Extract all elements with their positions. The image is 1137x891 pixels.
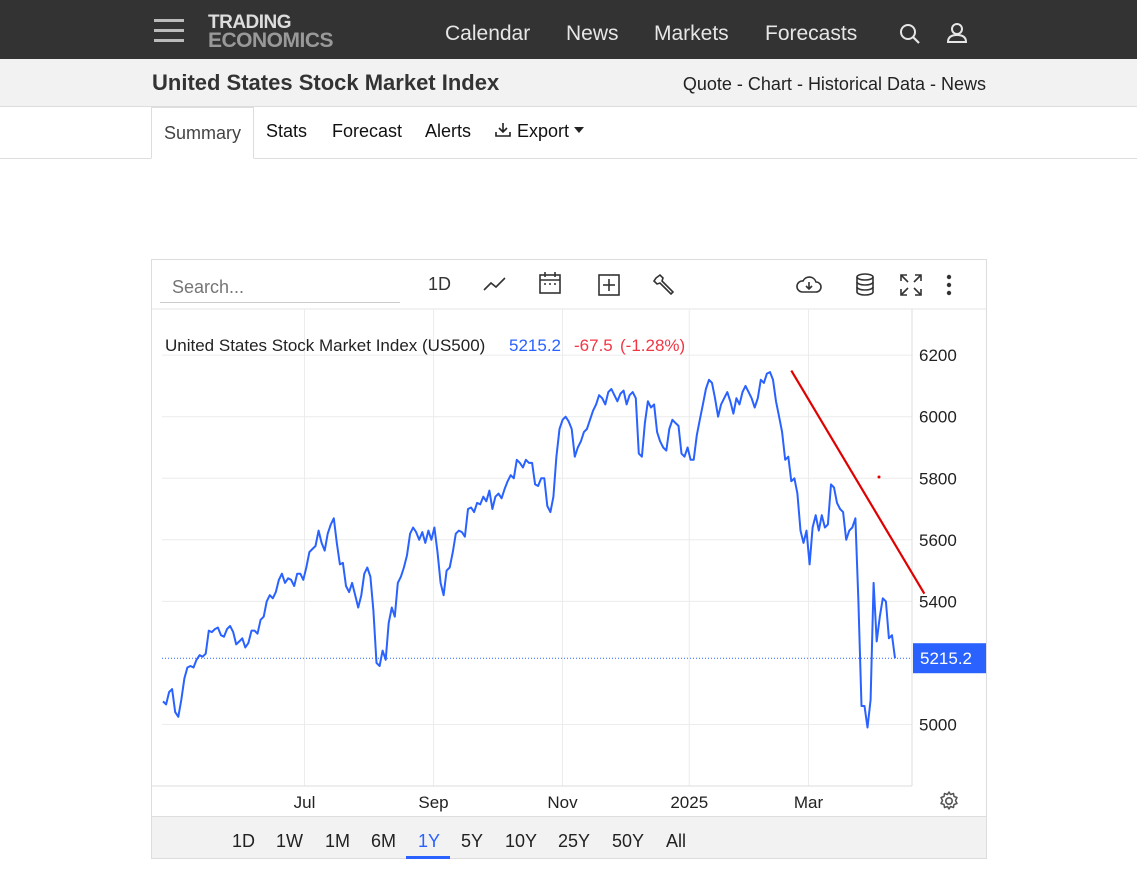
legend-change-pct: (-1.28%) [620, 336, 685, 355]
interval-button[interactable]: 1D [428, 274, 452, 294]
menu-icon[interactable] [154, 19, 184, 43]
logo-line2: ECONOMICS [208, 29, 334, 52]
symbol-search-input[interactable] [160, 273, 400, 303]
fullscreen-icon[interactable] [898, 272, 924, 298]
chart-grid [162, 309, 912, 786]
range-button-5y[interactable]: 5Y [461, 831, 484, 851]
quicklinks: Quote - Chart - Historical Data - News [682, 74, 986, 94]
user-icon[interactable] [945, 21, 969, 45]
x-tick-label: Nov [547, 793, 578, 812]
range-button-6m[interactable]: 6M [371, 831, 397, 851]
y-tick-label: 6000 [919, 408, 957, 427]
top-navbar: TRADING ECONOMICS Calendar News Markets … [0, 0, 1137, 59]
logo-line1: TRADING [208, 12, 292, 33]
nav-markets[interactable]: Markets [654, 22, 729, 45]
legend-series-name: United States Stock Market Index (US500) [165, 336, 485, 355]
chart-legend: United States Stock Market Index (US500)… [165, 336, 685, 355]
range-button-1y[interactable]: 1Y [418, 831, 441, 851]
x-axis-labels: Jul Sep Nov 2025 Mar [294, 793, 824, 812]
title-bar [0, 59, 1137, 107]
search-icon[interactable] [898, 22, 922, 46]
wrench-icon[interactable] [652, 272, 678, 298]
quicklink-historical-data[interactable]: Historical Data [807, 74, 925, 94]
series-line [162, 371, 896, 729]
x-tick-label: Sep [418, 793, 448, 812]
nav-news[interactable]: News [566, 22, 619, 45]
range-button-50y[interactable]: 50Y [612, 831, 645, 851]
tab-export-label: Export [517, 121, 570, 141]
tab-summary[interactable]: Summary [151, 107, 254, 159]
y-tick-label: 5800 [919, 469, 957, 488]
quicklink-chart[interactable]: Chart [747, 74, 792, 94]
x-tick-label: 2025 [670, 793, 708, 812]
logo[interactable]: TRADING ECONOMICS [208, 12, 334, 52]
range-selector: 1D 1W 1M 6M 1Y 5Y 10Y 25Y 50Y All [152, 816, 986, 859]
price-chart[interactable]: United States Stock Market Index (US500)… [152, 260, 986, 816]
tab-alerts[interactable]: Alerts [425, 121, 472, 141]
trendline-drawing[interactable] [790, 369, 926, 595]
settings-gear-icon[interactable] [940, 791, 958, 810]
range-button-1d[interactable]: 1D [232, 831, 256, 851]
tab-export[interactable]: Export [494, 121, 585, 142]
range-button-1m[interactable]: 1M [325, 831, 351, 851]
drawing-dot [877, 475, 881, 479]
tab-bar: Summary Stats Forecast Alerts Export [0, 107, 1137, 159]
cloud-download-icon[interactable] [794, 272, 824, 298]
x-tick-label: Jul [294, 793, 316, 812]
active-range-underline [406, 856, 450, 859]
legend-change: -67.5 [574, 336, 613, 355]
last-price-tag [913, 643, 986, 674]
chart-widget: 1D United States Stock M [151, 259, 987, 859]
x-tick-label: Mar [794, 793, 824, 812]
range-button-25y[interactable]: 25Y [558, 831, 591, 851]
y-axis-labels: 6200 6000 5800 5600 5400 5000 [919, 346, 957, 734]
range-button-10y[interactable]: 10Y [505, 831, 538, 851]
y-tick-label: 5000 [919, 715, 957, 734]
y-tick-label: 5400 [919, 592, 957, 611]
add-indicator-icon[interactable] [596, 272, 622, 298]
tab-forecast[interactable]: Forecast [332, 121, 403, 141]
database-icon[interactable] [854, 272, 876, 298]
quicklink-news[interactable]: News [940, 74, 986, 94]
quicklink-quote[interactable]: Quote [682, 74, 732, 94]
nav-calendar[interactable]: Calendar [445, 22, 531, 45]
legend-last-value: 5215.2 [509, 336, 561, 355]
tab-stats[interactable]: Stats [266, 121, 308, 141]
page-title: United States Stock Market Index [152, 70, 500, 95]
download-icon [495, 123, 511, 137]
chart-type-icon[interactable] [482, 272, 508, 298]
range-button-all[interactable]: All [666, 831, 687, 851]
calendar-icon[interactable] [538, 270, 562, 296]
nav-forecasts[interactable]: Forecasts [765, 22, 858, 45]
more-options-icon[interactable] [944, 272, 954, 298]
caret-down-icon [574, 127, 585, 133]
y-tick-label: 5600 [919, 531, 957, 550]
y-tick-label: 6200 [919, 346, 957, 365]
last-price-tag-label: 5215.2 [920, 649, 972, 668]
range-button-1w[interactable]: 1W [276, 831, 303, 851]
